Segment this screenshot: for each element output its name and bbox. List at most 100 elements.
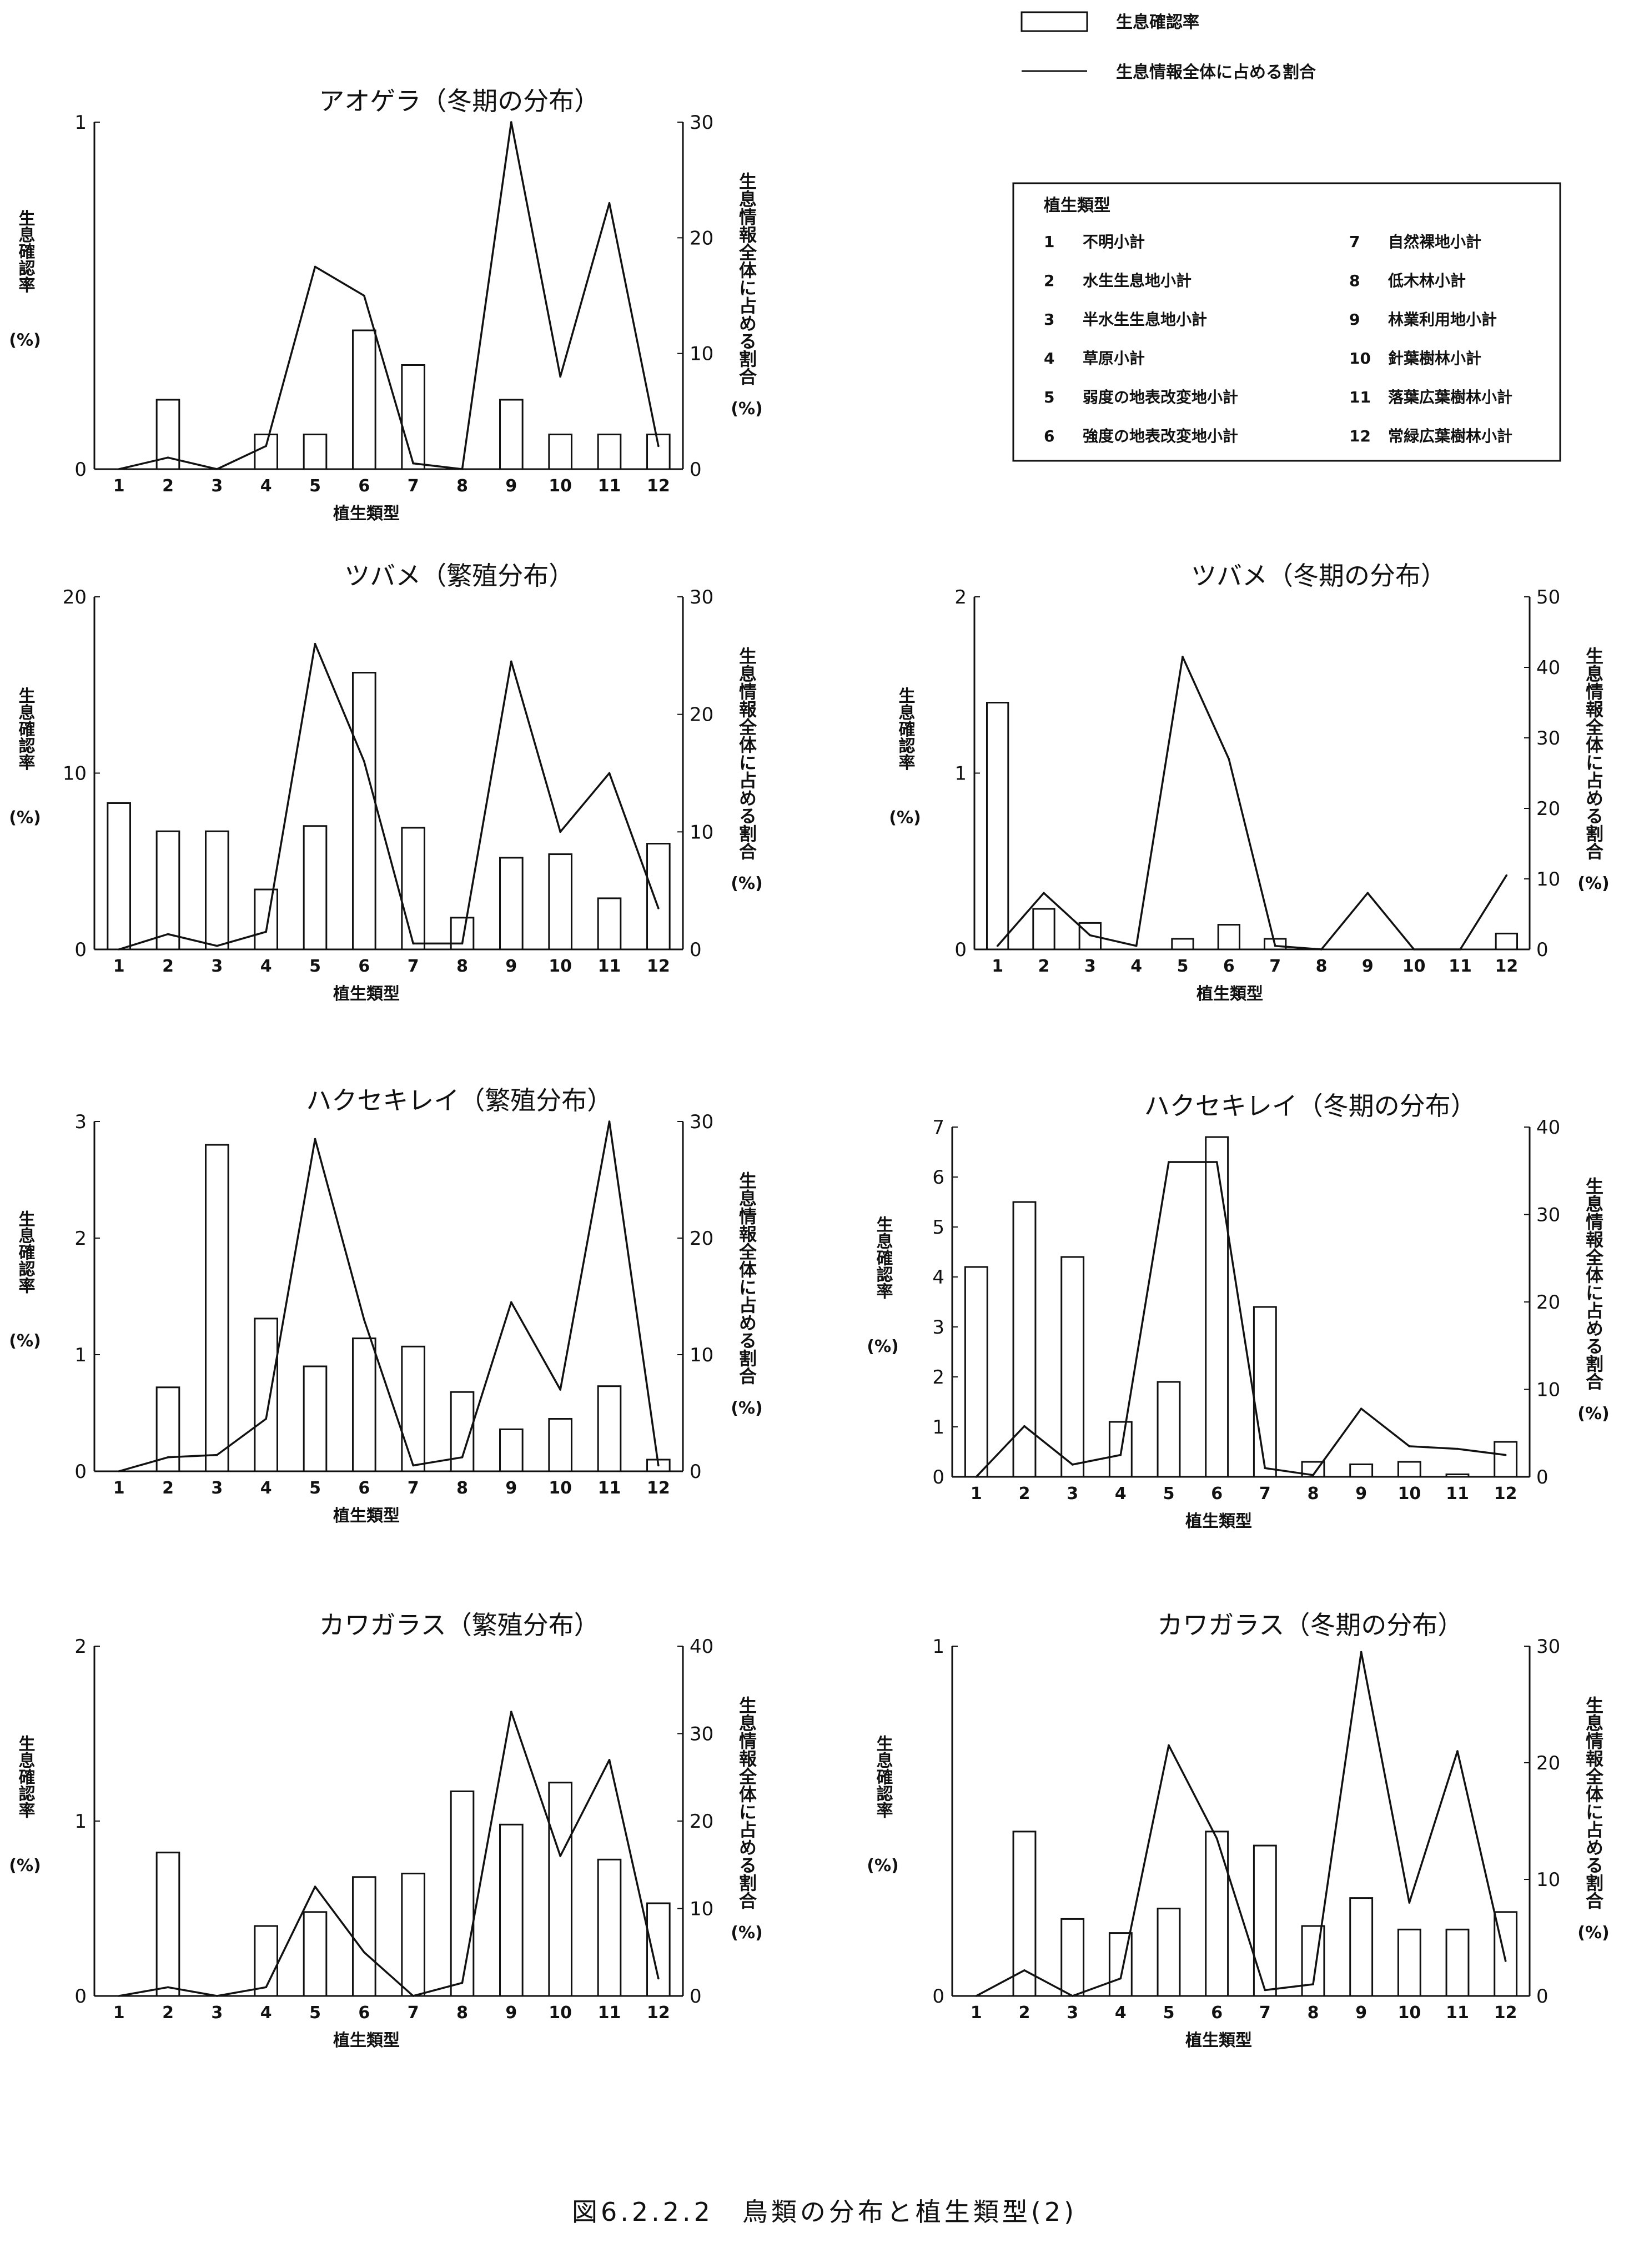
- right-tick-label: 30: [690, 1111, 713, 1133]
- bar: [964, 1266, 988, 1478]
- category-label: 9: [1355, 2003, 1367, 2023]
- vegetation-key-num: 4: [1044, 349, 1054, 368]
- right-tick-label: 0: [690, 939, 702, 961]
- vegetation-key-num: 2: [1044, 271, 1054, 290]
- line-point: [1228, 758, 1230, 760]
- vegetation-key-num: 10: [1349, 349, 1371, 368]
- category-label: 2: [1038, 957, 1050, 976]
- line-point: [1366, 892, 1369, 894]
- left-tick-label: 0: [954, 939, 967, 961]
- category-label: 3: [1084, 957, 1096, 976]
- bar: [352, 1337, 376, 1472]
- line-point: [412, 462, 414, 465]
- series-line: [118, 121, 660, 470]
- category-label: 6: [358, 957, 370, 976]
- line-point: [412, 942, 414, 945]
- bar: [499, 399, 524, 470]
- bar: [1264, 938, 1287, 951]
- left-tick-label: 1: [932, 1636, 944, 1658]
- bar: [548, 434, 572, 470]
- vegetation-key-num: 7: [1349, 233, 1360, 251]
- bar: [597, 1385, 622, 1472]
- right-tick-label: 30: [1536, 1636, 1560, 1658]
- right-axis-unit: (%): [731, 874, 762, 893]
- left-axis-label: 生息確認率: [16, 1735, 36, 1818]
- category-label: 5: [309, 476, 321, 496]
- bar: [1205, 1831, 1229, 1997]
- right-tick-label: 20: [1536, 1752, 1560, 1774]
- line-point: [1456, 1750, 1459, 1752]
- left-axis-label-main: 生息確認率: [16, 1210, 36, 1294]
- category-label: 5: [309, 957, 321, 976]
- line-point: [461, 1456, 464, 1459]
- line-point: [1168, 1744, 1170, 1747]
- right-axis-unit: (%): [1577, 1923, 1609, 1943]
- category-label: 10: [549, 957, 572, 976]
- series-line: [997, 656, 1507, 951]
- line-point: [657, 907, 660, 909]
- line-point: [314, 642, 316, 645]
- left-tick-label: 0: [74, 1461, 87, 1483]
- category-label: 5: [309, 1479, 321, 1498]
- top-legend: 生息確認率 生息情報全体に占める割合: [1020, 11, 1316, 82]
- right-tick-label: 0: [1536, 1466, 1549, 1488]
- category-label: 1: [113, 476, 125, 496]
- line-point: [975, 1476, 978, 1478]
- left-tick-label: 3: [74, 1111, 87, 1133]
- line-point: [167, 933, 169, 936]
- bar: [1205, 1136, 1229, 1478]
- bar: [155, 399, 180, 470]
- right-tick-label: 10: [690, 343, 713, 365]
- vegetation-key-label: 強度の地表改変地小計: [1083, 427, 1238, 445]
- category-label: 3: [1067, 1484, 1078, 1503]
- line-point: [1168, 1161, 1170, 1163]
- right-tick-label: 30: [1536, 1204, 1560, 1226]
- vegetation-key-label: 水生生息地小計: [1083, 271, 1191, 290]
- line-point: [1023, 1425, 1025, 1427]
- category-label: 4: [1115, 1484, 1127, 1503]
- category-label: 3: [211, 957, 223, 976]
- left-tick-label: 2: [954, 586, 967, 609]
- bar: [499, 857, 524, 951]
- category-label: 9: [505, 476, 517, 496]
- bar: [1445, 1928, 1470, 1997]
- vegetation-key-num: 12: [1349, 427, 1371, 445]
- series-line: [118, 642, 660, 951]
- category-label: 8: [456, 2003, 468, 2023]
- right-tick-label: 0: [1536, 1985, 1549, 2008]
- category-label: 10: [549, 476, 572, 496]
- left-tick-label: 20: [63, 586, 87, 609]
- category-label: 11: [598, 476, 621, 496]
- category-label: 1: [971, 2003, 982, 2023]
- category-label: 10: [1402, 957, 1426, 976]
- category-label: 6: [1223, 957, 1235, 976]
- bar: [548, 853, 572, 951]
- category-label: 7: [408, 476, 419, 496]
- bar: [548, 1782, 572, 1997]
- line-point: [363, 1319, 365, 1321]
- figure-caption: 図6.2.2.2 鳥類の分布と植生類型(2): [572, 2197, 1077, 2227]
- line-point: [510, 121, 512, 123]
- bar: [401, 827, 425, 951]
- category-label: 9: [1362, 957, 1374, 976]
- right-tick-label: 20: [690, 1228, 713, 1250]
- series-line: [118, 1711, 660, 1997]
- vegetation-key-label: 針葉樹林小計: [1388, 349, 1481, 368]
- right-tick-label: 20: [1536, 798, 1560, 820]
- line-point: [118, 1995, 120, 1997]
- line-point: [265, 931, 267, 933]
- category-label: 1: [113, 1479, 125, 1498]
- line-point: [216, 1995, 218, 1997]
- line-point: [1408, 1445, 1411, 1447]
- line-point: [314, 1138, 316, 1140]
- vegetation-key-label: 半水生生息地小計: [1083, 310, 1207, 329]
- bar: [597, 434, 622, 470]
- category-label: 8: [1308, 1484, 1319, 1503]
- vegetation-key-label: 落葉広葉樹林小計: [1388, 388, 1512, 406]
- line-point: [167, 1986, 169, 1989]
- right-tick-label: 20: [690, 1811, 713, 1833]
- category-label: 12: [1494, 2003, 1517, 2023]
- line-point: [118, 468, 120, 470]
- bar: [303, 434, 328, 470]
